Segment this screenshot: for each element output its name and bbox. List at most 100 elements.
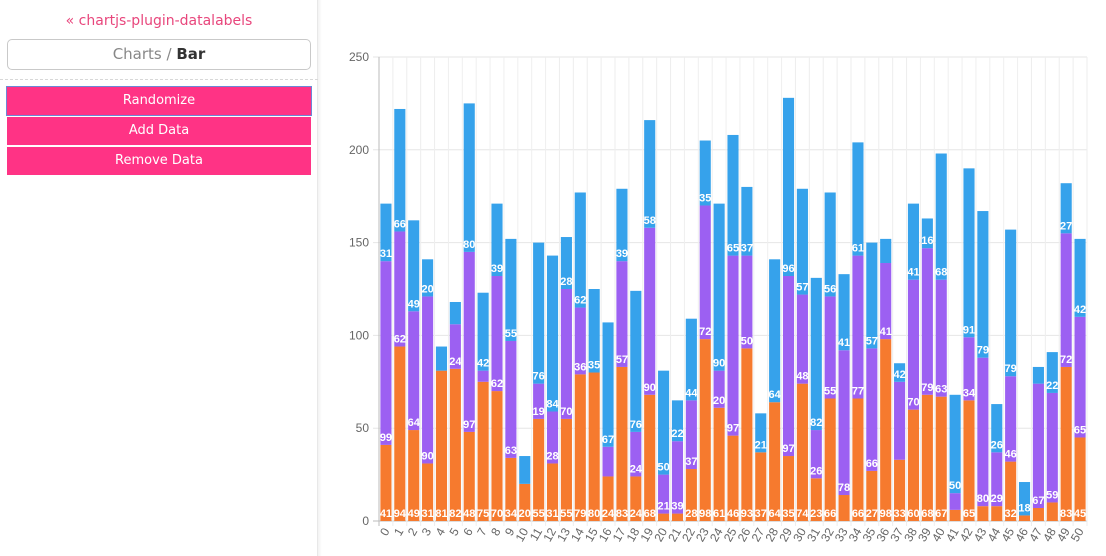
bar-segment-bottom (463, 431, 475, 521)
data-label: 41 (838, 337, 850, 349)
data-label: 57 (796, 282, 808, 294)
data-label: 49 (408, 298, 420, 310)
bar-segment-middle (671, 441, 684, 514)
bar-segment-bottom (1060, 366, 1072, 521)
data-label: 66 (394, 218, 406, 230)
bar-segment-top (685, 318, 697, 401)
y-tick-label: 150 (349, 236, 369, 250)
bar-segment-middle (852, 255, 864, 399)
data-label: 21 (657, 501, 669, 513)
data-label: 66 (866, 458, 878, 470)
data-label: 93 (741, 508, 753, 520)
data-label: 39 (671, 501, 683, 513)
bar-segment-top (435, 346, 448, 371)
breadcrumb-current: Bar (176, 45, 206, 63)
data-label: 31 (546, 508, 558, 520)
data-label: 39 (491, 263, 503, 275)
data-label: 31 (421, 508, 433, 520)
x-tick-label: 40 (929, 525, 948, 544)
bar-segment-bottom (852, 398, 864, 521)
bar-segment-bottom (685, 469, 697, 521)
data-label: 26 (810, 465, 822, 477)
data-label: 39 (616, 248, 628, 260)
bar-segment-bottom (560, 418, 572, 521)
remove-data-button[interactable]: Remove Data (7, 147, 311, 175)
data-label: 79 (921, 382, 933, 394)
bar-segment-middle (880, 263, 892, 340)
x-tick-label: 26 (735, 525, 754, 544)
data-label: 59 (1046, 489, 1058, 501)
bar-segment-bottom (1074, 437, 1086, 521)
bar-segment-top (824, 192, 836, 297)
bar-segment-middle (1005, 376, 1017, 462)
bar-segment-top (782, 97, 795, 277)
bar-segment-top (1046, 352, 1058, 393)
data-label: 35 (782, 508, 794, 520)
data-label: 68 (935, 267, 947, 279)
bar-segment-bottom (533, 418, 545, 521)
breadcrumb-parent[interactable]: Charts (112, 45, 162, 63)
x-tick-label: 34 (846, 525, 865, 544)
data-label: 55 (560, 508, 572, 520)
data-label: 91 (963, 324, 975, 336)
data-label: 78 (838, 482, 850, 494)
x-tick-label: 17 (610, 525, 629, 544)
data-label: 80 (977, 493, 989, 505)
bar-segment-bottom (1005, 461, 1017, 521)
data-label: 60 (907, 508, 919, 520)
data-label: 83 (1060, 508, 1072, 520)
data-label: 61 (713, 508, 725, 520)
y-tick-label: 250 (349, 50, 369, 64)
data-label: 64 (769, 508, 782, 520)
data-label: 74 (796, 508, 809, 520)
x-tick-label: 27 (749, 525, 768, 544)
add-data-button[interactable]: Add Data (7, 117, 311, 145)
data-label: 46 (727, 508, 739, 520)
bar-segment-middle (935, 279, 947, 397)
data-label: 67 (935, 508, 947, 520)
bar-segment-top (408, 220, 420, 312)
data-label: 48 (796, 371, 808, 383)
bar-segment-bottom (727, 435, 739, 521)
data-label: 46 (1005, 449, 1017, 461)
bar-segment-top (671, 400, 684, 442)
bar-segment-top (1018, 482, 1031, 516)
bar-segment-top (1074, 238, 1086, 317)
breadcrumb[interactable]: Charts / Bar (7, 39, 311, 70)
x-tick-label: 50 (1068, 525, 1087, 544)
data-label: 20 (713, 395, 725, 407)
data-label: 55 (505, 328, 517, 340)
data-label: 42 (1074, 304, 1086, 316)
grid-lines (373, 56, 1088, 526)
data-label: 16 (921, 235, 933, 247)
sidebar-shadow (318, 0, 322, 556)
bar-segment-top (755, 413, 767, 453)
data-label: 28 (546, 450, 558, 462)
x-tick-label: 30 (790, 525, 809, 544)
data-label: 76 (630, 419, 642, 431)
bar-segment-middle (630, 431, 642, 477)
data-label: 64 (408, 417, 421, 429)
x-tick-label: 47 (1026, 525, 1045, 544)
bars (380, 97, 1086, 521)
bar-segment-bottom (755, 452, 767, 521)
bar-segment-top (907, 203, 920, 280)
bar-segment-middle (782, 276, 795, 457)
data-label: 44 (685, 387, 698, 399)
bar-segment-middle (907, 279, 920, 410)
bar-segment-bottom (935, 396, 947, 521)
randomize-button[interactable]: Randomize (6, 86, 312, 116)
bar-segment-bottom (769, 402, 781, 521)
back-link[interactable]: « chartjs-plugin-datalabels (65, 13, 253, 29)
bar-segment-bottom (782, 456, 795, 521)
x-tick-label: 25 (721, 525, 740, 544)
bar-segment-bottom (866, 470, 878, 521)
bar-segment-middle (505, 340, 517, 458)
bar-segment-bottom (449, 368, 461, 521)
bar-segment-middle (921, 248, 933, 395)
data-label: 64 (769, 389, 782, 401)
data-label: 97 (463, 419, 475, 431)
data-label: 62 (491, 378, 503, 390)
bar-segment-top (1032, 366, 1044, 384)
bar-segment-middle (713, 370, 725, 408)
